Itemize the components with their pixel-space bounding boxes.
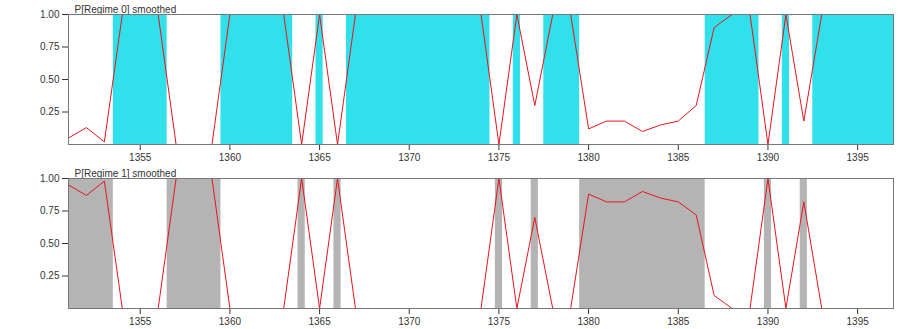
svg-text:0.50: 0.50 [40, 74, 60, 85]
svg-text:0.25: 0.25 [40, 270, 60, 281]
svg-text:1385: 1385 [667, 152, 690, 163]
svg-text:1390: 1390 [757, 152, 780, 163]
svg-text:1.00: 1.00 [40, 173, 60, 184]
svg-text:1360: 1360 [219, 316, 242, 327]
svg-text:1375: 1375 [488, 152, 511, 163]
svg-text:1395: 1395 [847, 152, 870, 163]
svg-text:1370: 1370 [398, 152, 421, 163]
svg-text:0.75: 0.75 [40, 41, 60, 52]
svg-text:0.50: 0.50 [40, 238, 60, 249]
svg-text:1.00: 1.00 [40, 9, 60, 20]
svg-text:1355: 1355 [129, 316, 152, 327]
svg-text:P[Regime 0] smoothed: P[Regime 0] smoothed [75, 4, 177, 15]
svg-text:1390: 1390 [757, 316, 780, 327]
svg-text:1355: 1355 [129, 152, 152, 163]
svg-text:1365: 1365 [308, 152, 331, 163]
svg-text:1370: 1370 [398, 316, 421, 327]
svg-text:0.75: 0.75 [40, 205, 60, 216]
svg-text:1360: 1360 [219, 152, 242, 163]
svg-text:1395: 1395 [847, 316, 870, 327]
svg-text:1375: 1375 [488, 316, 511, 327]
svg-text:1385: 1385 [667, 316, 690, 327]
svg-text:1365: 1365 [308, 316, 331, 327]
svg-text:0.25: 0.25 [40, 106, 60, 117]
svg-text:1380: 1380 [577, 316, 600, 327]
svg-text:P[Regime 1] smoothed: P[Regime 1] smoothed [75, 168, 177, 179]
svg-text:1380: 1380 [577, 152, 600, 163]
